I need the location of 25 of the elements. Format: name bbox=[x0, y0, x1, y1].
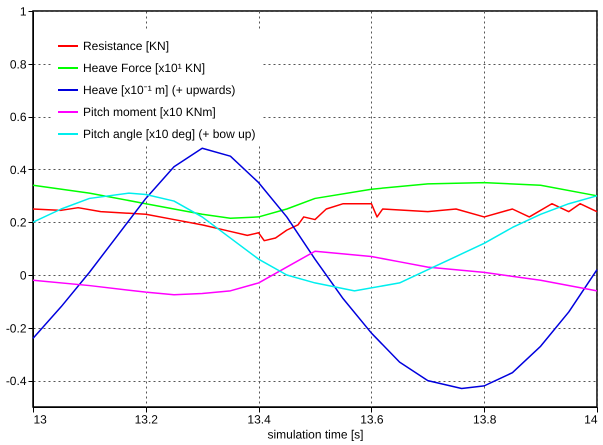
line-series bbox=[32, 202, 598, 242]
x-tick-label: 13.6 bbox=[360, 412, 384, 426]
line-series bbox=[32, 182, 598, 219]
x-tick-label: 13.8 bbox=[473, 412, 497, 426]
y-tick-label: 1 bbox=[20, 4, 27, 18]
y-tick-label: 0.6 bbox=[10, 110, 27, 124]
legend-label: Heave [x10⁻¹ m] (+ upwards) bbox=[83, 83, 236, 97]
legend-label: Heave Force [x10¹ KN] bbox=[83, 61, 206, 75]
x-tick-label: 13.4 bbox=[247, 412, 272, 426]
legend-label: Resistance [KN] bbox=[83, 39, 170, 53]
y-tick-label: 0.8 bbox=[10, 57, 27, 72]
legend-label: Pitch moment [x10 KNm] bbox=[83, 105, 216, 119]
x-tick-label: 13 bbox=[34, 412, 48, 426]
line-series bbox=[32, 148, 598, 390]
y-tick-label: 0.4 bbox=[10, 162, 27, 177]
x-tick-label: 14 bbox=[584, 412, 598, 426]
x-axis-title: simulation time [s] bbox=[267, 428, 364, 442]
x-tick-label: 13.2 bbox=[134, 412, 158, 426]
y-tick-label: -0.4 bbox=[6, 374, 27, 388]
y-tick-label: 0 bbox=[20, 268, 27, 282]
y-tick-label: -0.2 bbox=[6, 321, 27, 336]
line-series bbox=[32, 192, 598, 292]
legend-label: Pitch angle [x10 deg] (+ bow up) bbox=[83, 127, 256, 141]
y-tick-label: 0.2 bbox=[10, 216, 27, 230]
line-series bbox=[32, 250, 598, 296]
